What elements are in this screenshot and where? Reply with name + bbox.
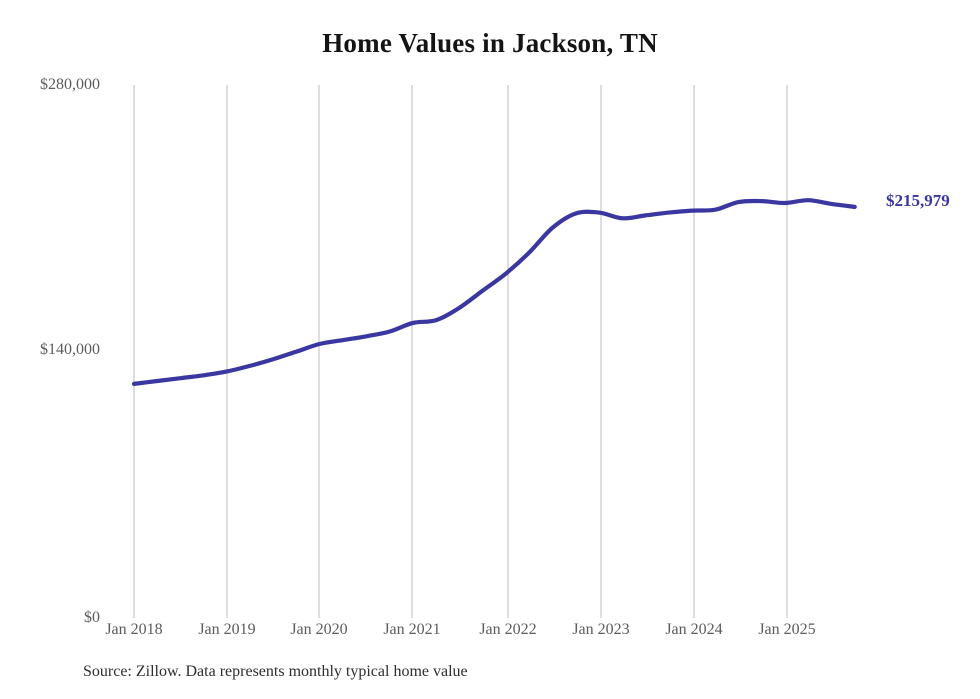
- x-axis-label-jan-2025: Jan 2025: [758, 621, 816, 638]
- y-axis-label-mid: $140,000: [40, 341, 100, 358]
- chart-title: Home Values in Jackson, TN: [322, 28, 658, 58]
- end-value-annotation: $215,979: [886, 191, 950, 210]
- x-gridlines: [133, 85, 788, 618]
- x-axis-label-jan-2020: Jan 2020: [290, 621, 348, 638]
- y-axis-label-zero: $0: [84, 609, 100, 626]
- y-axis-label-top: $280,000: [40, 76, 100, 93]
- x-axis-label-jan-2023: Jan 2023: [572, 621, 630, 638]
- x-axis-label-jan-2024: Jan 2024: [665, 621, 723, 638]
- x-axis-label-jan-2021: Jan 2021: [383, 621, 441, 638]
- data-line-typical-home-value: [131, 198, 857, 386]
- x-axis-label-jan-2018: Jan 2018: [105, 621, 163, 638]
- x-axis-label-jan-2022: Jan 2022: [479, 621, 537, 638]
- x-axis-label-jan-2019: Jan 2019: [198, 621, 256, 638]
- source-note: Source: Zillow. Data represents monthly …: [83, 663, 468, 680]
